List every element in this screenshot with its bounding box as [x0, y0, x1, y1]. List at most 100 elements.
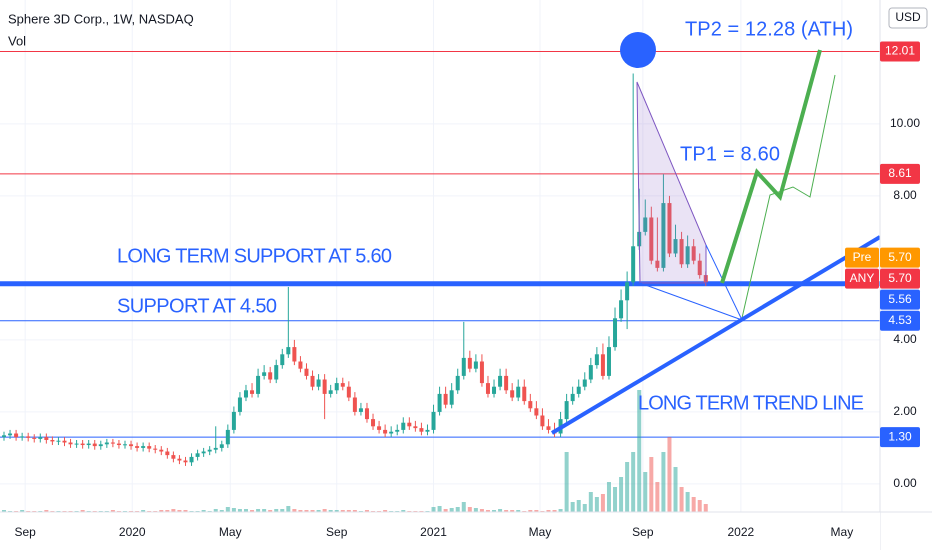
volume-bar — [177, 510, 182, 512]
volume-bar — [44, 510, 49, 512]
volume-bar — [213, 509, 218, 512]
volume-bar — [231, 508, 236, 512]
candle-body — [80, 443, 85, 446]
volume-bar — [201, 510, 206, 512]
candle-body — [183, 460, 188, 463]
candle-body — [62, 440, 67, 443]
candle-body — [195, 453, 200, 457]
candle-body — [135, 446, 140, 448]
volume-bar — [498, 509, 503, 512]
candle-body — [14, 433, 19, 438]
currency-button[interactable] — [888, 7, 928, 29]
annotation: LONG TERM TREND LINE — [638, 392, 864, 414]
level-tag-label: 12.01 — [885, 44, 915, 58]
candle-body — [219, 444, 224, 448]
candle-body — [510, 390, 515, 398]
volume-bar — [286, 506, 291, 512]
volume-bar — [322, 509, 327, 512]
volume-bar — [443, 509, 448, 512]
candle-body — [364, 408, 369, 420]
volume-bar — [110, 510, 115, 512]
candle-body — [141, 446, 146, 448]
volume-bar — [250, 510, 255, 512]
target-circle — [620, 32, 656, 68]
volume-bar — [268, 510, 273, 512]
trend-line — [550, 235, 882, 435]
chart-title: Sphere 3D Corp., 1W, NASDAQ — [8, 11, 194, 26]
volume-bar — [703, 504, 708, 512]
annotation: SUPPORT AT 4.50 — [117, 295, 277, 317]
volume-bar — [431, 507, 436, 512]
candle-body — [304, 368, 309, 376]
price-tag — [880, 247, 920, 268]
candle-body — [498, 375, 503, 387]
candle-body — [534, 408, 539, 416]
x-tick-label: Sep — [326, 525, 348, 539]
volume-bar — [280, 509, 285, 512]
candle-body — [649, 217, 654, 261]
volume-bar — [352, 510, 357, 512]
candle-body — [280, 354, 285, 366]
volume-bar — [679, 487, 684, 512]
volume-bar — [661, 452, 666, 512]
candle-body — [122, 444, 127, 446]
candle-body — [171, 455, 176, 459]
volume-bar — [1, 510, 6, 512]
candle-body — [431, 411, 436, 430]
x-tick-label: 2020 — [119, 525, 146, 539]
volume-bar — [455, 507, 460, 512]
volume-bar — [292, 509, 297, 512]
x-tick-label: May — [219, 525, 242, 539]
candle-body — [377, 426, 382, 430]
candle-body — [50, 439, 55, 442]
price-tag-name: ANY — [850, 271, 875, 285]
y-tick-label: 0.00 — [893, 476, 917, 490]
volume-bar — [552, 510, 557, 512]
volume-bar — [546, 510, 551, 512]
candle-body — [473, 361, 478, 369]
currency[interactable]: USD — [895, 10, 921, 24]
candle-body — [395, 429, 400, 432]
annotation: TP2 = 12.28 (ATH) — [685, 18, 853, 40]
level-tag — [880, 163, 920, 184]
price-tag-label: 5.70 — [888, 250, 912, 264]
annotation: TP1 = 8.60 — [680, 143, 780, 165]
candle-body — [679, 239, 684, 265]
candle-body — [371, 419, 376, 427]
level-tag-label: 4.53 — [888, 313, 912, 327]
volume-bar — [673, 467, 678, 512]
volume-bar — [364, 510, 369, 512]
candles — [1, 73, 708, 466]
y-tick-label: 2.00 — [893, 404, 917, 418]
candle-body — [225, 429, 230, 445]
candle-body — [310, 375, 315, 387]
volume-bar — [256, 509, 261, 512]
candle-body — [667, 203, 672, 254]
candle-body — [461, 357, 466, 376]
volume-bar — [461, 502, 466, 512]
x-tick-label: Sep — [14, 525, 36, 539]
candle-body — [20, 436, 25, 438]
candle-body — [153, 448, 158, 450]
candle-body — [570, 393, 575, 402]
volume-bar — [316, 510, 321, 512]
candle-body — [685, 246, 690, 265]
candle-body — [116, 443, 121, 446]
volume-bar — [449, 508, 454, 512]
volume-bar — [401, 510, 406, 512]
candle-body — [407, 422, 412, 427]
volume-bar — [479, 509, 484, 512]
volume-bar — [346, 510, 351, 512]
candle-body — [600, 354, 605, 376]
level-tag — [880, 289, 920, 310]
volume-bar — [528, 510, 533, 512]
volume-bar — [159, 510, 164, 512]
volume-bar — [516, 510, 521, 512]
axes: 0.00 2.00 4.00 8.00 10.00 Sep 2020 May Sep 2021 Ma… — [14, 41, 920, 539]
level-tag — [880, 427, 920, 448]
candle-body — [110, 442, 115, 444]
candle-body — [38, 437, 43, 439]
price-tag-name-box — [845, 268, 879, 289]
candle-body — [286, 347, 291, 355]
